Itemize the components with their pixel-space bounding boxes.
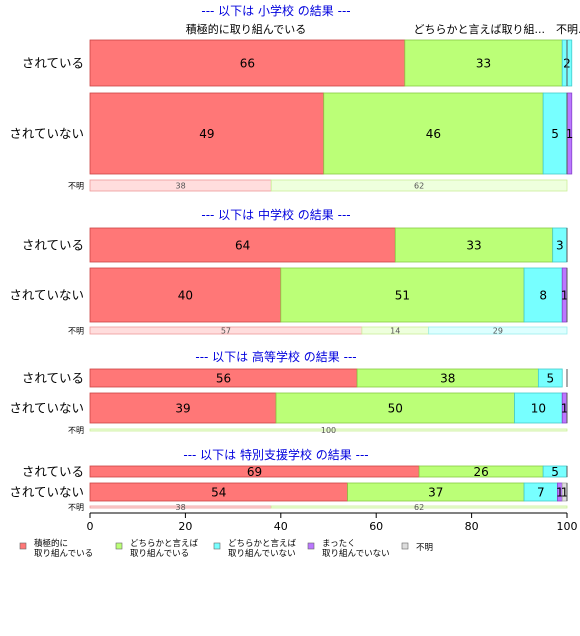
row-label: 不明 <box>68 503 84 512</box>
data-label: 1 <box>556 486 564 500</box>
data-label: 49 <box>199 127 214 141</box>
row-label: されていない <box>9 401 84 416</box>
column-header-2: どちらかと言えば取り組... <box>414 23 546 36</box>
data-label: 33 <box>466 239 481 253</box>
data-label: 46 <box>426 127 441 141</box>
data-label: 5 <box>551 127 559 141</box>
legend-swatch <box>115 542 123 550</box>
data-label: 10 <box>531 402 546 416</box>
data-label: 69 <box>247 465 262 479</box>
row-label: されている <box>22 56 84 71</box>
x-tick-label: 60 <box>369 520 383 533</box>
data-label: 51 <box>395 289 410 303</box>
data-label: 1 <box>561 486 569 500</box>
legend-swatch <box>19 542 27 550</box>
data-label: 1 <box>566 127 574 141</box>
column-header-1: 積極的に取り組んでいる <box>186 22 306 36</box>
section-title: --- 以下は 高等学校 の結果 --- <box>195 349 356 364</box>
bar-segment <box>89 227 396 263</box>
bar-segment <box>89 267 282 323</box>
data-label: 14 <box>390 327 400 336</box>
legend-label: 取り組んでいない <box>322 548 390 559</box>
bar-segment <box>275 392 515 424</box>
x-tick-label: 100 <box>557 520 578 533</box>
data-label: 5 <box>551 465 559 479</box>
bar-segment <box>270 505 568 509</box>
data-label: 29 <box>493 327 503 336</box>
data-label: 62 <box>414 503 424 512</box>
bar-segment <box>323 92 544 175</box>
row-label: 不明 <box>68 182 84 191</box>
row-label: されている <box>22 371 84 386</box>
row-label: 不明 <box>68 327 84 336</box>
data-label: 39 <box>175 402 190 416</box>
data-label: 3 <box>556 239 564 253</box>
bar-segment <box>428 326 568 335</box>
bar-segment <box>89 92 325 175</box>
row-label: されていない <box>9 288 84 303</box>
column-header-3: 不明... <box>556 23 580 36</box>
legend-label: どちらかと言えば <box>130 538 199 549</box>
section-title: --- 以下は 特別支援学校 の結果 --- <box>183 447 368 462</box>
data-label: 5 <box>546 372 554 386</box>
legend-swatch <box>401 542 409 550</box>
data-label: 54 <box>211 486 226 500</box>
data-label: 40 <box>178 289 193 303</box>
row-label: されている <box>22 238 84 253</box>
bar-segment <box>89 39 406 87</box>
data-label: 100 <box>321 426 336 435</box>
data-label: 57 <box>221 327 231 336</box>
legend-swatch <box>213 542 221 550</box>
bar-segment <box>280 267 525 323</box>
legend-label: 積極的に <box>34 538 68 549</box>
legend-label: まったく <box>322 539 356 549</box>
data-label: 1 <box>561 289 569 303</box>
x-tick-label: 40 <box>274 520 288 533</box>
data-label: 37 <box>428 486 443 500</box>
x-tick-label: 20 <box>178 520 192 533</box>
bar-segment <box>404 39 563 87</box>
section-title: --- 以下は 中学校 の結果 --- <box>201 207 350 222</box>
bar-segment <box>394 227 554 263</box>
data-label: 38 <box>176 182 186 191</box>
x-tick-label: 80 <box>465 520 479 533</box>
legend-label: どちらかと言えば <box>228 538 297 549</box>
bar-segment <box>514 392 563 424</box>
legend-label: 取り組んでいる <box>34 548 93 559</box>
legend-swatch <box>307 542 315 550</box>
data-label: 38 <box>440 372 455 386</box>
data-label: 1 <box>561 402 569 416</box>
data-label: 8 <box>539 289 547 303</box>
data-label: 66 <box>240 57 255 71</box>
legend-label: 取り組んでいる <box>130 548 189 559</box>
bar-segment <box>270 179 568 192</box>
legend-label: 取り組んでいない <box>228 548 296 559</box>
row-label: されていない <box>9 485 84 500</box>
row-label: 不明 <box>68 426 84 435</box>
data-label: 33 <box>476 57 491 71</box>
data-label: 50 <box>388 402 403 416</box>
bar-segment <box>89 428 568 432</box>
data-label: 38 <box>176 503 186 512</box>
row-label: されている <box>22 464 84 479</box>
x-tick-label: 0 <box>87 520 94 533</box>
legend-label: 不明 <box>416 543 433 553</box>
bar-segment <box>537 368 563 388</box>
data-label: 56 <box>216 372 231 386</box>
section-title: --- 以下は 小学校 の結果 --- <box>201 3 350 18</box>
data-label: 64 <box>235 239 250 253</box>
data-label: 26 <box>473 465 488 479</box>
row-label: されていない <box>9 126 84 141</box>
data-label: 62 <box>414 182 424 191</box>
data-label: 7 <box>537 486 545 500</box>
bar-segment <box>523 267 563 323</box>
